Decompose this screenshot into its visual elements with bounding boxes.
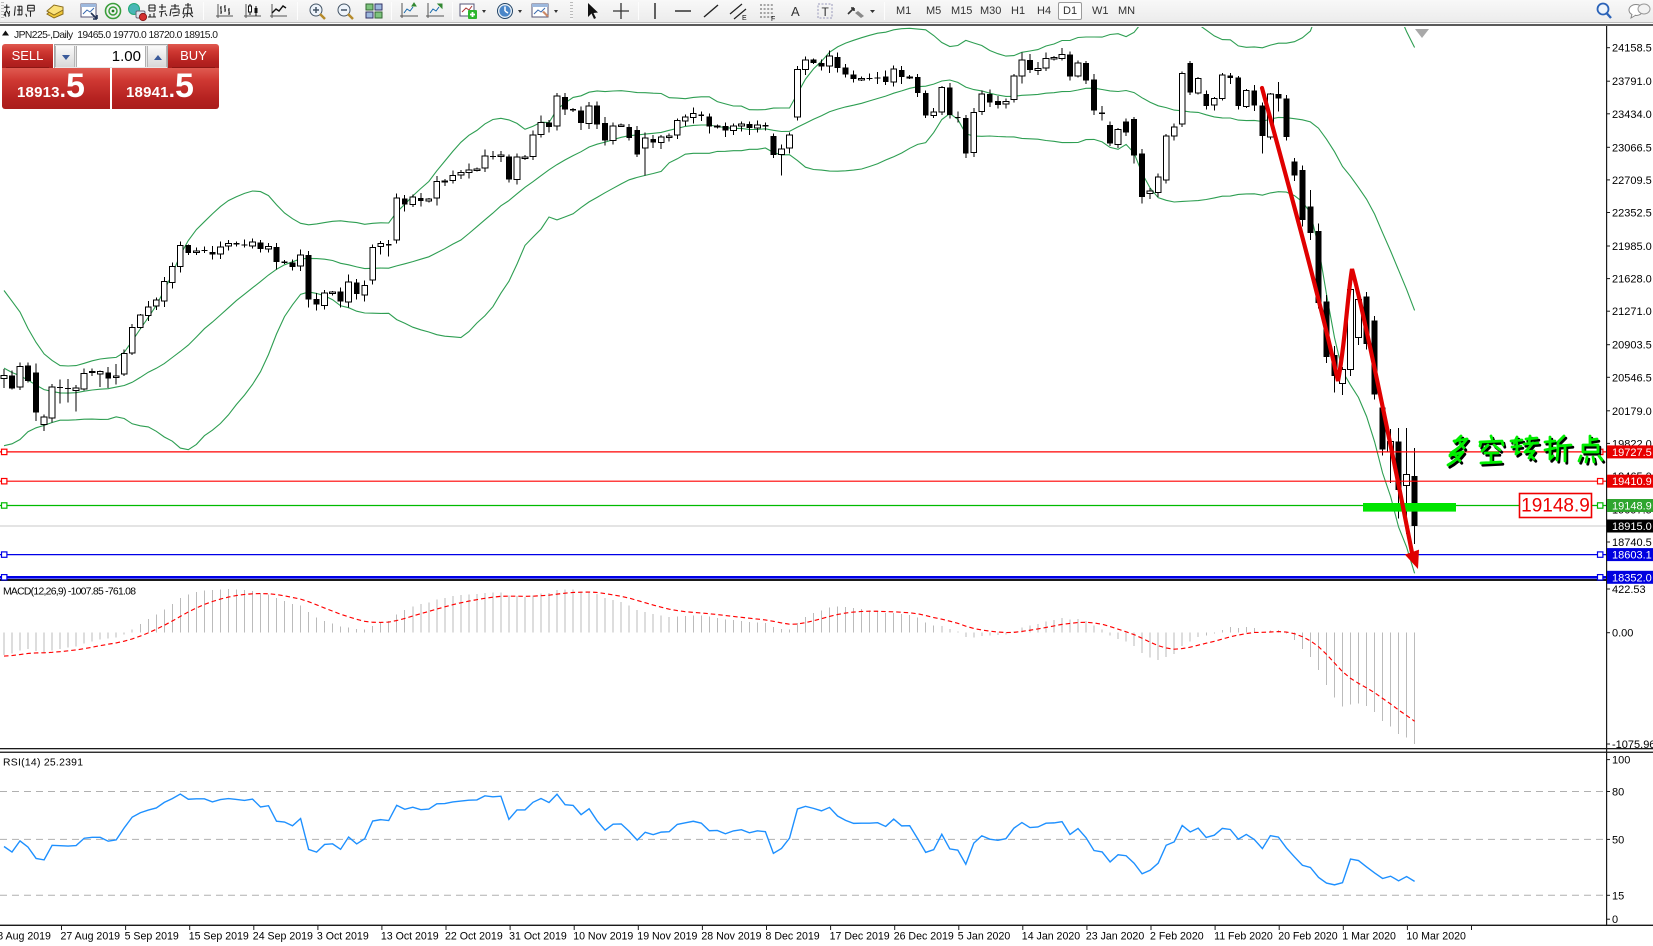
svg-text:11 Feb 2020: 11 Feb 2020: [1214, 931, 1273, 943]
svg-text:31 Oct 2019: 31 Oct 2019: [509, 931, 567, 943]
svg-text:A: A: [791, 4, 800, 19]
svg-text:0.00: 0.00: [1612, 628, 1633, 640]
svg-text:50: 50: [1612, 834, 1624, 846]
svg-text:28 Nov 2019: 28 Nov 2019: [701, 931, 761, 943]
svg-text:10 Nov 2019: 10 Nov 2019: [573, 931, 633, 943]
svg-text:MACD(12,26,9) -1007.85 -761.08: MACD(12,26,9) -1007.85 -761.08: [3, 587, 136, 598]
svg-text:0: 0: [1612, 914, 1618, 926]
svg-text:27 Aug 2019: 27 Aug 2019: [61, 931, 121, 943]
svg-text:14 Jan 2020: 14 Jan 2020: [1022, 931, 1080, 943]
svg-text:15: 15: [1612, 890, 1624, 902]
svg-text:1 Mar 2020: 1 Mar 2020: [1342, 931, 1396, 943]
svg-text:17 Dec 2019: 17 Dec 2019: [830, 931, 890, 943]
svg-text:18 Aug 2019: 18 Aug 2019: [0, 931, 51, 943]
svg-text:18740.5: 18740.5: [1612, 537, 1652, 549]
svg-text:RSI(14) 25.2391: RSI(14) 25.2391: [3, 758, 83, 769]
svg-text:20179.0: 20179.0: [1612, 406, 1652, 418]
svg-text:5 Jan 2020: 5 Jan 2020: [958, 931, 1011, 943]
svg-text:100: 100: [1612, 755, 1630, 767]
svg-text:22352.5: 22352.5: [1612, 208, 1652, 220]
svg-text:19727.5: 19727.5: [1612, 447, 1652, 459]
svg-text:-1075.96: -1075.96: [1612, 739, 1653, 751]
svg-text:21985.0: 21985.0: [1612, 241, 1652, 253]
svg-text:F: F: [771, 16, 775, 22]
svg-text:22 Oct 2019: 22 Oct 2019: [445, 931, 503, 943]
svg-text:3 Oct 2019: 3 Oct 2019: [317, 931, 369, 943]
svg-text:23791.0: 23791.0: [1612, 76, 1652, 88]
svg-text:20903.5: 20903.5: [1612, 340, 1652, 352]
svg-text:21628.0: 21628.0: [1612, 274, 1652, 286]
svg-text:2 Feb 2020: 2 Feb 2020: [1150, 931, 1204, 943]
svg-text:15 Sep 2019: 15 Sep 2019: [189, 931, 249, 943]
svg-text:26 Dec 2019: 26 Dec 2019: [894, 931, 954, 943]
svg-text:23066.5: 23066.5: [1612, 142, 1652, 154]
svg-text:T: T: [822, 5, 830, 19]
svg-text:23 Jan 2020: 23 Jan 2020: [1086, 931, 1144, 943]
svg-text:19148.9: 19148.9: [1521, 496, 1590, 517]
svg-text:E: E: [742, 15, 747, 22]
svg-text:19148.9: 19148.9: [1612, 501, 1652, 513]
svg-text:24 Sep 2019: 24 Sep 2019: [253, 931, 313, 943]
svg-text:8 Dec 2019: 8 Dec 2019: [766, 931, 820, 943]
svg-text:20546.5: 20546.5: [1612, 372, 1652, 384]
svg-text:13 Oct 2019: 13 Oct 2019: [381, 931, 439, 943]
svg-text:422.53: 422.53: [1612, 584, 1646, 596]
svg-text:20 Feb 2020: 20 Feb 2020: [1278, 931, 1338, 943]
svg-text:18915.0: 18915.0: [1612, 521, 1652, 533]
svg-text:10 Mar 2020: 10 Mar 2020: [1406, 931, 1466, 943]
svg-text:18603.1: 18603.1: [1612, 550, 1652, 562]
svg-text:80: 80: [1612, 787, 1624, 799]
svg-text:19410.9: 19410.9: [1612, 476, 1652, 488]
svg-text:JPN225-,Daily 19465.0 19770.0: JPN225-,Daily 19465.0 19770.0 18720.0 18…: [14, 30, 218, 41]
svg-text:22709.5: 22709.5: [1612, 175, 1652, 187]
svg-text:21271.0: 21271.0: [1612, 306, 1652, 318]
svg-text:24158.5: 24158.5: [1612, 43, 1652, 55]
svg-text:19 Nov 2019: 19 Nov 2019: [637, 931, 697, 943]
svg-text:18352.0: 18352.0: [1612, 572, 1652, 584]
svg-text:23434.0: 23434.0: [1612, 109, 1652, 121]
svg-text:5 Sep 2019: 5 Sep 2019: [125, 931, 179, 943]
